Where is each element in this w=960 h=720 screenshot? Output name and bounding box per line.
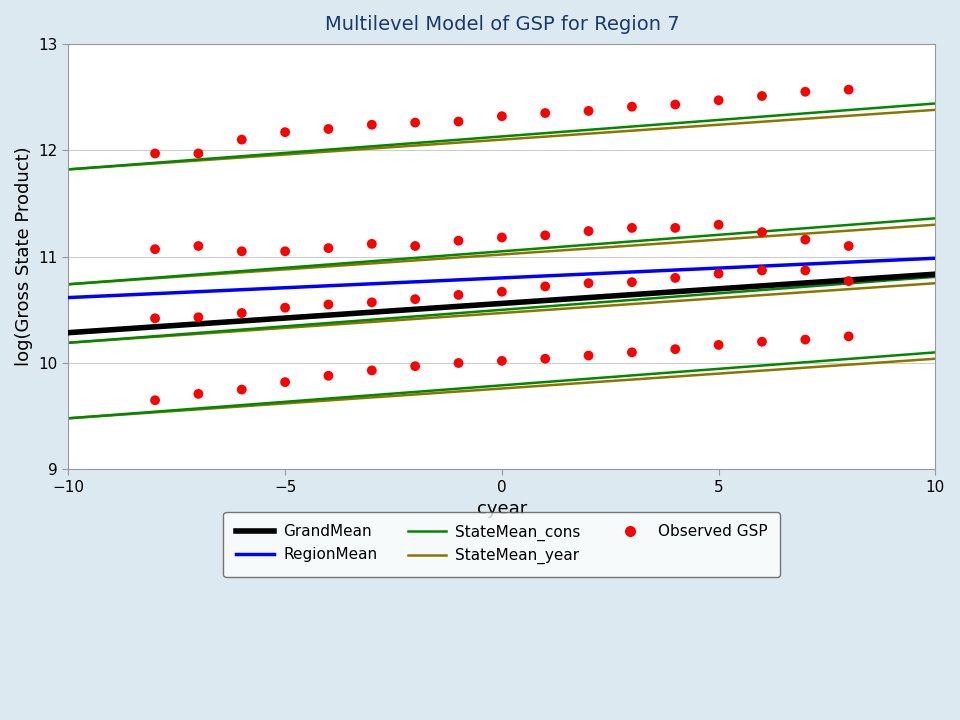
Point [364,364,379,376]
Point [841,240,856,252]
Point [798,86,813,97]
Point [191,388,206,400]
Point [407,117,422,128]
Point [451,116,467,127]
Point [494,110,510,122]
Point [407,240,422,252]
Point [624,222,639,234]
Point [277,302,293,313]
Point [581,277,596,289]
Point [755,265,770,276]
Point [494,232,510,243]
Point [755,90,770,102]
Point [321,123,336,135]
Point [451,235,467,246]
Point [321,243,336,254]
Point [364,238,379,250]
Point [364,297,379,308]
Point [798,234,813,246]
Point [624,101,639,112]
Point [277,127,293,138]
Point [841,275,856,287]
Point [191,240,206,252]
Point [711,268,727,279]
Point [667,343,683,355]
Point [667,222,683,234]
Legend: GrandMean, RegionMean, StateMean_cons, StateMean_year, Observed GSP: GrandMean, RegionMean, StateMean_cons, S… [224,512,780,577]
Point [407,294,422,305]
Point [538,281,553,292]
Point [711,339,727,351]
Point [711,219,727,230]
Point [321,370,336,382]
Point [148,243,163,255]
Point [277,377,293,388]
Point [148,312,163,324]
Point [841,84,856,95]
Point [451,357,467,369]
Point [321,299,336,310]
Point [451,289,467,301]
Point [538,230,553,241]
Point [234,134,250,145]
Point [277,246,293,257]
Point [148,148,163,159]
Title: Multilevel Model of GSP for Region 7: Multilevel Model of GSP for Region 7 [324,15,679,34]
Point [234,246,250,257]
Point [407,361,422,372]
Point [494,355,510,366]
Point [711,94,727,106]
Point [755,336,770,348]
Point [581,225,596,237]
Point [667,99,683,110]
Point [191,148,206,159]
Point [841,330,856,342]
Point [538,353,553,364]
Point [234,384,250,395]
Point [624,346,639,358]
Point [581,350,596,361]
Point [148,395,163,406]
Point [798,334,813,346]
Point [364,119,379,130]
Point [191,312,206,323]
Point [798,265,813,276]
Point [538,107,553,119]
Point [755,226,770,238]
Point [234,307,250,319]
Point [667,272,683,284]
X-axis label: cyear: cyear [477,500,527,518]
Y-axis label: log(Gross State Product): log(Gross State Product) [15,147,33,366]
Point [581,105,596,117]
Point [624,276,639,288]
Point [494,286,510,297]
